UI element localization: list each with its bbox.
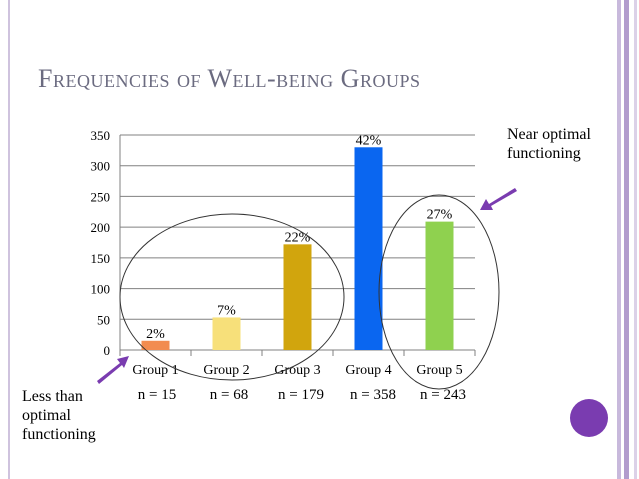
right-border-stripe xyxy=(624,0,629,479)
data-label: 2% xyxy=(146,327,165,342)
highlight-ellipse-low xyxy=(119,213,345,381)
note-less-than-optimal: Less than optimal functioning xyxy=(22,387,132,444)
left-border xyxy=(8,0,10,479)
y-tick-label: 300 xyxy=(91,159,111,174)
y-tick-label: 150 xyxy=(91,251,111,266)
note-line: optimal xyxy=(22,407,71,424)
bar-group-5 xyxy=(425,221,454,350)
bar-group-1 xyxy=(141,340,170,350)
n-count-label: n = 68 xyxy=(209,387,249,403)
bar-group-4 xyxy=(354,147,383,350)
n-count-label: n = 358 xyxy=(350,387,396,403)
x-category-label: Group 2 xyxy=(203,363,249,378)
x-category-label: Group 4 xyxy=(345,363,391,378)
note-line: functioning xyxy=(22,426,96,443)
right-border-stripe xyxy=(617,0,621,479)
arrow-icon xyxy=(97,356,129,384)
y-tick-label: 200 xyxy=(91,220,111,235)
x-category-label: Group 1 xyxy=(132,363,178,378)
x-category-label: Group 5 xyxy=(416,363,462,378)
slide-title: Frequencies of Well-being Groups xyxy=(38,64,421,93)
data-label: 42% xyxy=(356,133,382,148)
note-near-optimal: Near optimal functioning xyxy=(507,125,617,163)
data-label: 27% xyxy=(427,208,453,223)
data-label: 22% xyxy=(285,230,311,245)
y-tick-label: 100 xyxy=(91,282,111,297)
note-line: Near optimal xyxy=(507,126,591,143)
y-tick-label: 350 xyxy=(91,128,111,143)
y-tick-label: 0 xyxy=(104,343,111,358)
bar-group-3 xyxy=(283,244,312,350)
n-count-label: n = 179 xyxy=(278,387,324,403)
nav-dot-icon xyxy=(570,399,608,437)
n-count-label: n = 15 xyxy=(137,387,177,403)
right-border-stripe xyxy=(634,0,637,479)
highlight-ellipse-high xyxy=(378,194,500,390)
y-tick-label: 250 xyxy=(91,189,111,204)
note-line: functioning xyxy=(507,145,581,162)
data-label: 7% xyxy=(217,303,236,318)
x-category-label: Group 3 xyxy=(274,363,320,378)
n-count-label: n = 243 xyxy=(420,387,466,403)
bar-group-2 xyxy=(212,317,241,350)
y-tick-label: 50 xyxy=(97,312,110,327)
arrow-icon xyxy=(480,188,517,210)
note-line: Less than xyxy=(22,388,83,405)
